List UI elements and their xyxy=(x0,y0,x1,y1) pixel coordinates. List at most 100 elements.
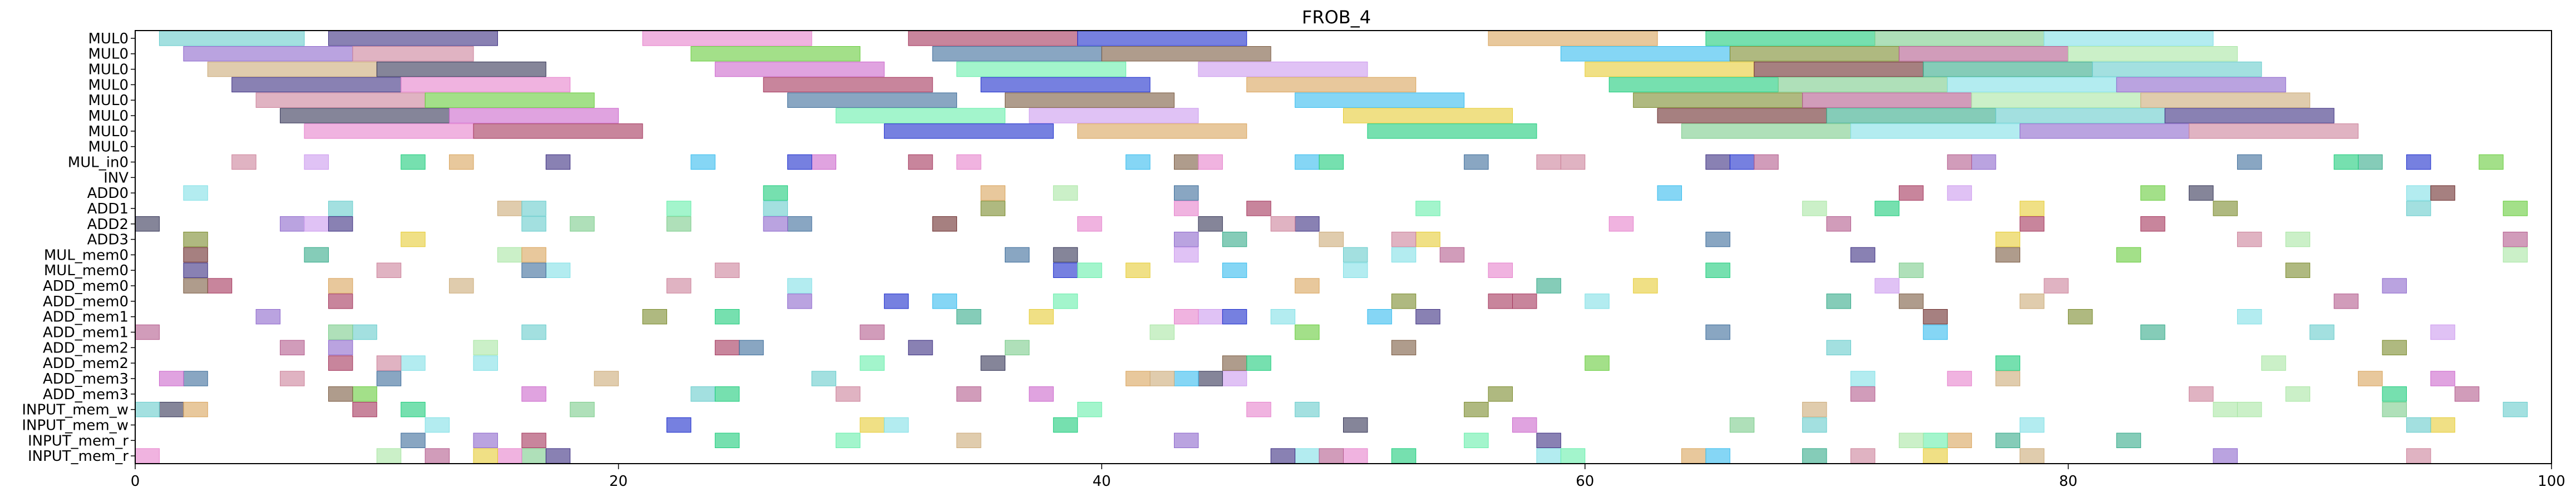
task-bar xyxy=(280,216,305,232)
y-tick-label: MUL0 xyxy=(88,46,129,63)
task-bar xyxy=(763,185,788,201)
task-bar xyxy=(1222,371,1247,386)
task-bar xyxy=(1198,61,1368,77)
task-bar xyxy=(2020,123,2190,139)
task-bar xyxy=(1874,31,2045,46)
task-bar xyxy=(787,154,812,170)
task-bar xyxy=(1053,417,1078,433)
task-bar xyxy=(1802,201,1827,216)
task-bar xyxy=(135,448,160,464)
task-bar xyxy=(714,433,740,448)
task-bar xyxy=(1173,247,1199,263)
task-bar xyxy=(1754,154,1779,170)
task-bar xyxy=(2213,401,2238,417)
task-bar xyxy=(666,201,692,216)
task-bar xyxy=(714,340,740,356)
task-bar xyxy=(521,324,546,340)
task-bar xyxy=(1826,216,1852,232)
task-bar xyxy=(1705,31,1876,46)
y-tick-label: ADD2 xyxy=(87,216,129,233)
x-tick-label: 20 xyxy=(609,473,628,490)
y-tick-label: ADD0 xyxy=(87,185,129,202)
task-bar xyxy=(1923,61,2093,77)
task-bar xyxy=(1246,201,1271,216)
task-bar xyxy=(1295,401,1320,417)
y-tick-label: MUL0 xyxy=(88,77,129,93)
task-bar xyxy=(1633,92,1803,108)
task-bar xyxy=(642,309,667,325)
task-bar xyxy=(1995,231,2021,247)
task-bar xyxy=(1101,46,1271,62)
task-bar xyxy=(2189,123,2359,139)
task-bar xyxy=(135,324,160,340)
y-tick-label: MUL0 xyxy=(88,108,129,125)
y-tick-label: MUL0 xyxy=(88,62,129,78)
task-bar xyxy=(1874,201,1899,216)
task-bar xyxy=(159,371,184,386)
task-bar xyxy=(2285,262,2311,278)
task-bar xyxy=(714,386,740,402)
task-bar xyxy=(1923,433,1948,448)
task-bar xyxy=(1126,262,1151,278)
task-bar xyxy=(1391,231,1417,247)
x-tick-label: 40 xyxy=(1093,473,1111,490)
task-bar xyxy=(1173,309,1199,325)
task-bar xyxy=(1029,386,1054,402)
task-bar xyxy=(449,108,619,123)
task-bar xyxy=(932,216,958,232)
task-bar xyxy=(183,231,208,247)
y-tick-label: MUL0 xyxy=(88,31,129,47)
task-bar xyxy=(1246,77,1417,93)
task-bar xyxy=(1826,340,1852,356)
task-bar xyxy=(1536,433,1561,448)
task-bar xyxy=(1802,448,1827,464)
task-bar xyxy=(2140,185,2165,201)
task-bar xyxy=(642,31,812,46)
task-bar xyxy=(1077,401,1102,417)
task-bar xyxy=(1391,294,1417,309)
task-bar xyxy=(1053,185,1078,201)
task-bar xyxy=(1705,448,1730,464)
task-bar xyxy=(1391,448,1417,464)
task-bar xyxy=(2044,278,2069,294)
task-bar xyxy=(183,278,208,294)
task-bar xyxy=(255,92,426,108)
task-bar xyxy=(521,448,546,464)
task-bar xyxy=(2382,278,2407,294)
x-tick-label: 0 xyxy=(131,473,140,490)
task-bar xyxy=(1246,355,1271,371)
task-bar xyxy=(183,185,208,201)
task-bar xyxy=(2503,231,2528,247)
y-tick-label: ADD_mem1 xyxy=(43,309,129,326)
task-bar xyxy=(932,46,1102,62)
task-bar xyxy=(763,201,788,216)
y-tick-label: ADD_mem3 xyxy=(43,371,129,387)
y-tick-label: INV xyxy=(103,170,129,186)
x-tick-label: 60 xyxy=(1576,473,1594,490)
task-bar xyxy=(1053,262,1078,278)
task-bar xyxy=(231,154,256,170)
task-bar xyxy=(1705,154,1730,170)
task-bar xyxy=(545,154,571,170)
task-bar xyxy=(1729,46,1899,62)
task-bar xyxy=(1560,154,1586,170)
y-tick-label: ADD3 xyxy=(87,232,129,248)
task-bar xyxy=(1126,154,1151,170)
task-bar xyxy=(1585,355,1610,371)
task-bar xyxy=(2164,108,2335,123)
task-bar xyxy=(835,433,861,448)
task-bar xyxy=(280,108,450,123)
task-bar xyxy=(1464,154,1489,170)
task-bar xyxy=(304,216,329,232)
task-bar xyxy=(1971,154,1996,170)
task-bar xyxy=(328,201,353,216)
task-bar xyxy=(1295,448,1320,464)
y-tick-label: ADD_mem2 xyxy=(43,340,129,356)
task-bar xyxy=(956,309,981,325)
task-bar xyxy=(2430,417,2455,433)
task-bar xyxy=(1173,185,1199,201)
task-bar xyxy=(1295,92,1465,108)
task-bar xyxy=(255,309,281,325)
task-bar xyxy=(135,216,160,232)
task-bar xyxy=(2309,324,2335,340)
